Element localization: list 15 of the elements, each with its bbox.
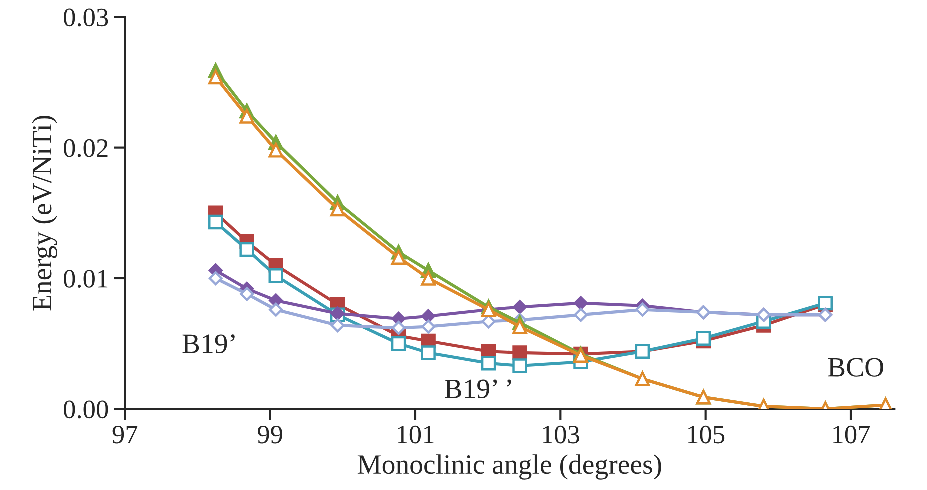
x-tick-label: 107 [834, 426, 870, 444]
x-tick-label: 99 [258, 426, 282, 444]
annotation: B19’ [182, 334, 235, 354]
x-tick-label: 103 [543, 426, 580, 444]
y-tick-label: 0.01 [64, 270, 108, 288]
y-tick-label: 0.00 [64, 400, 108, 419]
x-tick-label: 97 [112, 426, 138, 444]
y-axis-title: Energy (eV/NiTi) [32, 116, 58, 311]
y-tick-label: 0.03 [64, 8, 108, 27]
y-tick-label: 0.02 [64, 139, 108, 158]
annotation: BCO [828, 358, 884, 377]
annotation: B19’ ’ [445, 380, 512, 398]
x-axis-title: Monoclinic angle (degrees) [358, 454, 662, 480]
x-tick-label: 101 [398, 426, 434, 444]
x-tick-label: 105 [688, 426, 725, 444]
